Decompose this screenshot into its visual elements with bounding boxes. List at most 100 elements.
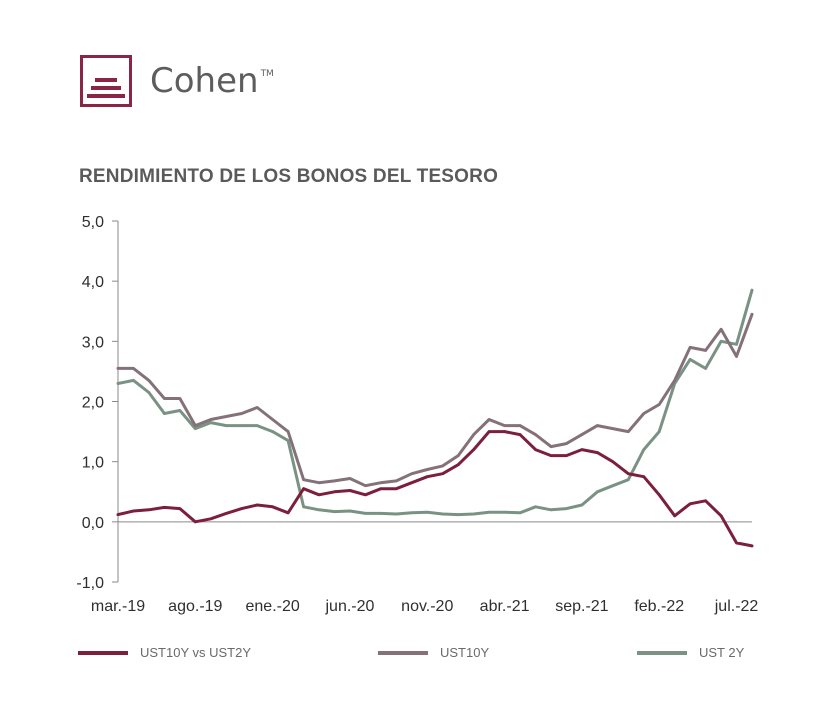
data-point-0: [549, 454, 553, 457]
data-point-1: [642, 412, 646, 415]
data-point-1: [147, 379, 151, 382]
data-point-1: [395, 479, 398, 483]
data-point-0: [673, 514, 676, 518]
data-point-0: [333, 490, 336, 494]
data-point-1: [688, 346, 692, 349]
data-point-2: [611, 484, 615, 488]
data-point-1: [719, 328, 723, 331]
data-point-2: [209, 421, 213, 424]
data-point-1: [194, 424, 197, 427]
data-point-2: [626, 478, 630, 482]
data-point-0: [503, 430, 506, 433]
legend-swatch-spread: [78, 650, 128, 655]
data-point-2: [688, 358, 692, 361]
data-point-0: [596, 451, 599, 454]
data-point-2: [719, 340, 723, 343]
data-point-0: [688, 502, 692, 506]
data-point-2: [565, 507, 568, 510]
data-point-2: [503, 510, 506, 514]
data-point-1: [333, 479, 336, 483]
data-point-2: [642, 448, 646, 451]
data-point-1: [487, 418, 491, 421]
data-point-1: [410, 472, 414, 476]
chart-title: RENDIMIENTO DE LOS BONOS DEL TESORO: [79, 166, 499, 187]
data-point-0: [425, 475, 429, 479]
data-point-2: [286, 439, 290, 442]
data-point-0: [626, 472, 630, 476]
data-point-2: [255, 424, 259, 427]
data-point-1: [735, 355, 738, 358]
legend-item-ust2y: UST 2Y: [637, 645, 744, 660]
data-point-1: [750, 312, 754, 316]
data-point-1: [364, 484, 367, 488]
data-point-0: [487, 430, 491, 433]
data-point-2: [487, 510, 491, 514]
data-point-1: [534, 433, 537, 436]
data-point-1: [503, 424, 506, 427]
data-point-2: [317, 508, 321, 512]
data-point-1: [456, 454, 460, 457]
data-point-2: [333, 510, 336, 513]
data-point-2: [596, 490, 599, 494]
data-point-1: [132, 367, 135, 370]
data-point-2: [271, 430, 274, 433]
data-point-1: [518, 424, 522, 427]
legend-item-spread: UST10Y vs UST2Y: [78, 645, 251, 660]
data-point-0: [255, 503, 259, 507]
data-point-0: [472, 448, 475, 451]
data-point-0: [534, 448, 537, 451]
y-tick-label: 2,0: [82, 395, 104, 412]
x-tick-label: abr.-21: [480, 598, 530, 615]
data-point-2: [240, 424, 244, 427]
data-point-1: [673, 379, 676, 382]
data-point-0: [348, 489, 352, 492]
data-point-1: [317, 481, 321, 485]
data-point-2: [147, 391, 151, 394]
data-point-1: [565, 442, 568, 445]
data-point-0: [719, 514, 723, 518]
data-point-0: [611, 460, 615, 463]
series-line-1: [116, 312, 754, 488]
data-point-0: [147, 508, 151, 512]
trademark-mark: TM: [260, 69, 274, 79]
data-point-2: [456, 513, 460, 516]
data-point-1: [178, 397, 182, 400]
data-point-1: [209, 418, 213, 421]
data-point-2: [116, 382, 120, 385]
data-point-0: [209, 517, 213, 521]
data-point-1: [596, 424, 599, 427]
data-point-1: [163, 397, 166, 400]
data-point-1: [240, 412, 244, 415]
data-point-2: [224, 424, 228, 427]
data-point-2: [364, 512, 367, 515]
x-tick-label: ago.-19: [168, 598, 222, 615]
data-point-1: [224, 415, 228, 418]
data-point-1: [580, 433, 584, 436]
x-tick-label: mar.-19: [91, 598, 145, 615]
x-tick-label: feb.-22: [634, 598, 684, 615]
data-point-0: [317, 493, 321, 497]
data-point-2: [750, 288, 754, 292]
data-point-1: [549, 445, 553, 448]
data-point-2: [348, 509, 352, 513]
data-point-0: [286, 511, 290, 515]
data-point-0: [642, 475, 646, 479]
y-tick-label: -1,0: [76, 575, 104, 592]
data-point-2: [549, 508, 553, 512]
data-point-0: [302, 487, 305, 491]
y-tick-label: 3,0: [82, 334, 104, 351]
x-tick-label: ene.-20: [246, 598, 300, 615]
data-point-2: [518, 511, 522, 515]
data-point-2: [163, 412, 166, 415]
data-point-0: [410, 481, 414, 485]
data-point-1: [116, 367, 120, 370]
brand-name: Cohen TM: [150, 61, 274, 101]
data-point-0: [441, 472, 445, 476]
series-line-0: [116, 430, 754, 548]
x-tick-label: jul.-22: [714, 598, 759, 615]
y-tick-label: 5,0: [82, 214, 104, 231]
data-point-0: [580, 448, 584, 451]
legend-label-ust10y: UST10Y: [440, 645, 490, 660]
data-point-0: [178, 507, 182, 510]
data-point-1: [441, 464, 445, 468]
